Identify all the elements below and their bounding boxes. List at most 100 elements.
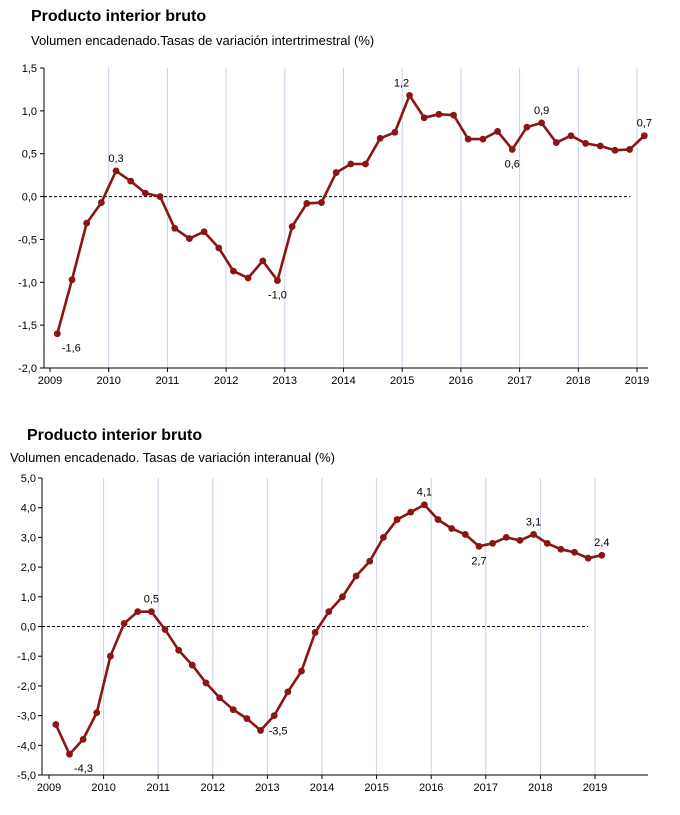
data-point: [508, 146, 516, 153]
data-point: [380, 534, 387, 541]
data-point: [229, 706, 237, 714]
y-tick-label: 0,0: [22, 192, 37, 204]
y-tick-label: -1,0: [17, 651, 36, 663]
data-point: [257, 727, 264, 734]
y-tick-label: 1,5: [22, 63, 37, 75]
data-point: [298, 667, 305, 675]
data-point: [171, 224, 179, 232]
x-tick-label: 2012: [214, 375, 238, 387]
x-tick-label: 2014: [310, 782, 334, 794]
data-point: [274, 277, 281, 284]
data-point: [366, 557, 374, 565]
x-tick-label: 2016: [419, 782, 443, 794]
data-point: [202, 679, 210, 687]
y-tick-label: -3,0: [17, 711, 36, 723]
data-label: 0,5: [144, 594, 159, 606]
data-point: [200, 228, 208, 236]
data-point: [244, 274, 252, 282]
y-tick-label: 5,0: [21, 473, 36, 485]
data-point: [161, 626, 169, 633]
data-point: [216, 694, 224, 702]
data-label: -4,3: [74, 763, 93, 775]
data-point: [557, 545, 565, 553]
data-point: [188, 661, 196, 669]
data-point: [489, 539, 497, 547]
x-tick-label: 2009: [37, 782, 61, 794]
data-point: [582, 140, 590, 147]
data-point: [571, 548, 578, 556]
y-tick-label: 3,0: [21, 532, 36, 544]
data-label: -3,5: [269, 725, 288, 737]
data-point: [538, 119, 546, 127]
data-point: [391, 128, 399, 136]
data-point: [530, 531, 537, 538]
data-point: [626, 146, 634, 153]
data-label: 4,1: [417, 487, 432, 499]
data-point: [147, 608, 155, 616]
x-tick-label: 2018: [528, 782, 552, 794]
data-point: [284, 688, 292, 696]
data-point: [83, 219, 91, 227]
y-tick-label: 0,0: [21, 622, 36, 634]
data-label: 0,9: [534, 105, 549, 117]
x-tick-label: 2019: [583, 782, 607, 794]
y-tick-label: 1,0: [21, 592, 36, 604]
data-point: [567, 132, 575, 140]
data-point: [347, 160, 355, 168]
data-point: [112, 167, 120, 175]
data-point: [53, 330, 61, 338]
data-point: [407, 508, 415, 516]
data-point: [406, 92, 413, 99]
data-label: 3,1: [526, 516, 541, 528]
chart-title: Producto interior bruto: [31, 8, 207, 25]
data-point: [186, 235, 193, 242]
data-point: [79, 735, 87, 743]
x-tick-label: 2010: [96, 375, 120, 387]
data-point: [448, 525, 456, 532]
series-line: [56, 94, 646, 335]
data-point: [611, 146, 619, 154]
data-point: [596, 142, 604, 150]
y-tick-label: -2,0: [18, 363, 37, 375]
x-tick-label: 2016: [449, 375, 473, 387]
data-point: [376, 134, 384, 142]
y-tick-label: -1,0: [18, 277, 37, 289]
data-point: [288, 223, 296, 230]
data-point: [420, 501, 428, 509]
data-point: [332, 169, 340, 176]
data-point: [502, 534, 510, 541]
data-point: [435, 110, 443, 118]
chart-annual-growth: Producto interior bruto Volumen encadena…: [0, 422, 680, 815]
data-point: [598, 551, 606, 559]
x-tick-label: 2009: [38, 375, 62, 387]
x-tick-label: 2012: [201, 782, 225, 794]
data-label: -1,6: [62, 343, 81, 355]
data-label: 0,3: [108, 153, 123, 165]
data-point: [318, 199, 325, 206]
data-point: [230, 267, 237, 275]
y-tick-label: 1,0: [22, 106, 37, 118]
x-tick-label: 2014: [331, 375, 355, 387]
data-label: 1,2: [394, 77, 409, 89]
data-point: [584, 554, 592, 562]
chart-title: Producto interior bruto: [27, 427, 203, 444]
data-label: 0,7: [637, 118, 652, 130]
data-point: [311, 629, 319, 636]
data-point: [107, 652, 114, 660]
x-tick-label: 2010: [91, 782, 115, 794]
data-point: [461, 531, 469, 538]
data-point: [494, 128, 501, 135]
data-label: 2,4: [594, 537, 609, 549]
data-point: [352, 572, 360, 580]
x-tick-label: 2015: [364, 782, 388, 794]
chart-plot: 5,04,03,02,01,00,0-1,0-2,0-3,0-4,0-5,020…: [17, 473, 648, 794]
data-label: -1,0: [268, 290, 287, 302]
data-point: [134, 608, 142, 616]
chart-subtitle: Volumen encadenado. Tasas de variación i…: [10, 450, 335, 465]
y-tick-label: 2,0: [21, 562, 36, 574]
data-point: [552, 139, 560, 146]
x-tick-label: 2011: [156, 375, 180, 387]
data-point: [640, 132, 648, 140]
chart-quarterly-growth: Producto interior bruto Volumen encadena…: [0, 0, 680, 400]
